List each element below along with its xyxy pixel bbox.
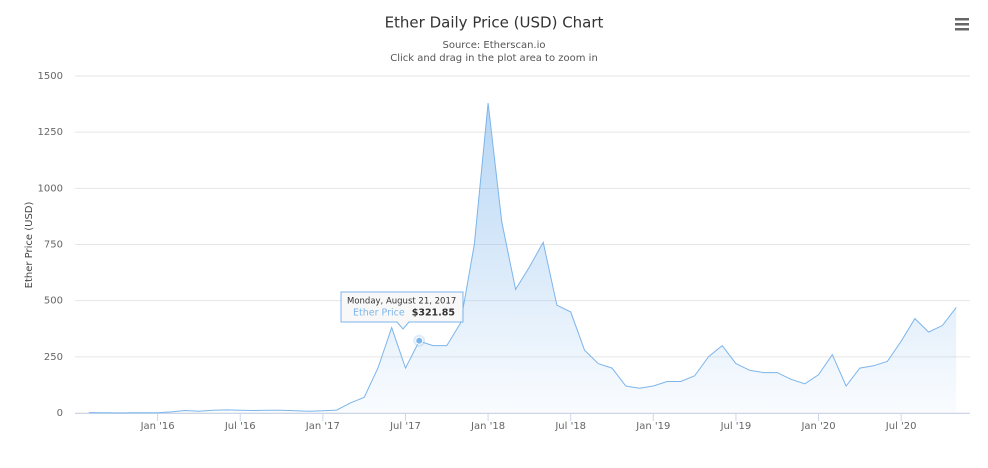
plot-area: 0 250 500 750 1000 1250 1500 Jan '16 Jul '16 Jan …: [38, 71, 970, 432]
x-tick-label: Jan '20: [800, 421, 835, 432]
menu-icon-bar: [955, 18, 969, 21]
area-fill: [88, 103, 957, 413]
chart-title: Ether Daily Price (USD) Chart: [385, 14, 604, 32]
y-tick-label: 1250: [38, 127, 63, 138]
y-tick-label: 0: [57, 408, 63, 419]
x-tick-label: Jul '20: [885, 421, 917, 432]
tooltip-series: Ether Price: [353, 308, 405, 319]
hover-point: [415, 336, 424, 345]
y-tick-label: 250: [44, 352, 63, 363]
chart-subtitle: Click and drag in the plot area to zoom …: [390, 53, 598, 64]
y-tick-label: 1500: [38, 71, 63, 82]
tooltip-date: Monday, August 21, 2017: [347, 297, 456, 307]
x-tick-label: Jul '16: [224, 421, 256, 432]
x-tick-label: Jul '18: [554, 421, 586, 432]
menu-icon-bar: [955, 28, 969, 31]
tooltip-value: $321.85: [412, 308, 455, 319]
y-axis-title: Ether Price (USD): [24, 202, 35, 289]
y-tick-label: 1000: [38, 183, 63, 194]
tooltip-box: [340, 291, 464, 330]
x-tick-label: Jan '18: [470, 421, 505, 432]
price-line: [88, 102, 957, 414]
chart-subtitle: Source: Etherscan.io: [443, 40, 546, 51]
x-tick-label: Jan '19: [635, 421, 670, 432]
x-tick-label: Jan '17: [305, 421, 340, 432]
x-tick-label: Jan '16: [140, 421, 175, 432]
x-tick-label: Jul '19: [720, 421, 752, 432]
menu-icon-bar: [955, 23, 969, 26]
x-tick-label: Jul '17: [389, 421, 421, 432]
menu-button[interactable]: [950, 12, 974, 36]
y-tick-label: 500: [44, 296, 63, 307]
y-tick-label: 750: [44, 240, 63, 251]
